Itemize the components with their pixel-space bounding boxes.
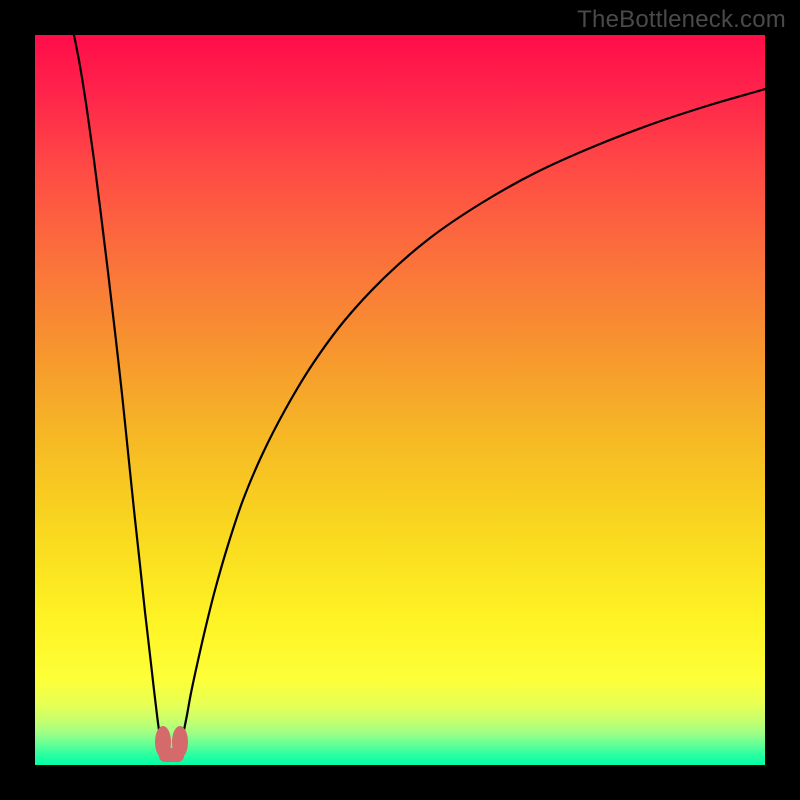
marker-lobe-right xyxy=(172,726,188,758)
chart-container: TheBottleneck.com xyxy=(0,0,800,800)
plot-area xyxy=(35,35,765,765)
bottleneck-chart xyxy=(0,0,800,800)
marker-lobe-left xyxy=(155,726,171,758)
